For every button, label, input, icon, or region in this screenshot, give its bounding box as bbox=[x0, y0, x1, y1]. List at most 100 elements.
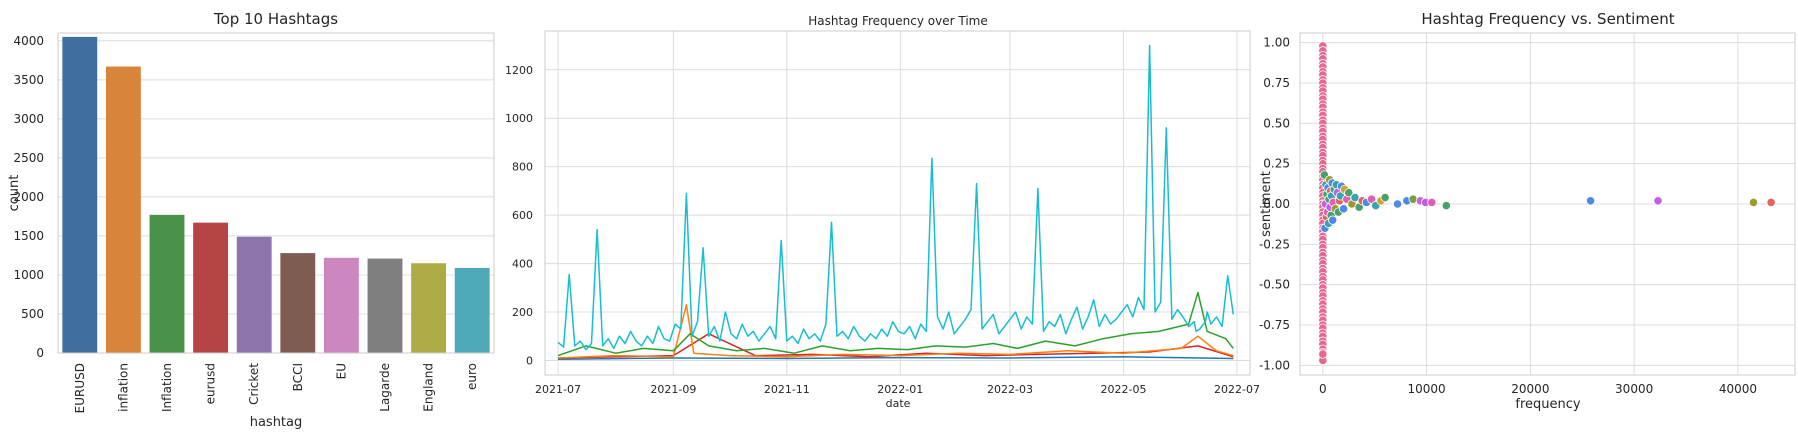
bar-chart-x-tick-label: euro bbox=[465, 363, 479, 390]
bar-chart-x-tick-label: BCCI bbox=[291, 363, 305, 391]
scatter-chart-x-ticks: 0 10000 20000 30000 40000 bbox=[1319, 382, 1757, 396]
line-chart-frame bbox=[544, 30, 1251, 376]
scatter-point bbox=[1328, 215, 1338, 225]
bar-chart-x-tick-label: Lagarde bbox=[378, 363, 392, 412]
line-chart-title: Hashtag Frequency over Time bbox=[808, 14, 987, 28]
bar-chart-y-label: count bbox=[7, 175, 22, 212]
scatter-point bbox=[1344, 188, 1354, 198]
bar-chart-y-tick-label: 2000 bbox=[13, 190, 44, 204]
bar-euro bbox=[454, 267, 490, 353]
scatter-point bbox=[1318, 349, 1328, 359]
bar-chart-x-tick-label: inflation bbox=[116, 363, 130, 412]
scatter-point bbox=[1380, 192, 1390, 203]
line-series bbox=[557, 303, 1234, 359]
bar-chart-x-ticks: EURUSD inflation Inflation eurusd Cricket BCC… bbox=[73, 363, 479, 414]
scatter-chart-y-tick-label: 0.75 bbox=[1263, 76, 1290, 90]
bar-eurusd bbox=[193, 222, 229, 353]
scatter-chart-x-tick-label: 10000 bbox=[1408, 382, 1446, 396]
bar-chart-y-tick-label: 4000 bbox=[13, 34, 44, 48]
line-chart-x-tick-label: 2021-09 bbox=[650, 383, 696, 396]
scatter-chart-x-label: frequency bbox=[1515, 397, 1581, 412]
bar-chart-y-tick-label: 3500 bbox=[13, 73, 44, 87]
bar-chart-x-tick-label: EURUSD bbox=[73, 363, 87, 413]
line-chart-y-ticks: 0 200 400 600 800 1000 1200 bbox=[505, 64, 533, 368]
line-chart-x-tick-label: 2021-11 bbox=[764, 383, 810, 396]
bar-chart-x-label: hashtag bbox=[250, 415, 303, 430]
bar-chart-y-tick-label: 1500 bbox=[13, 229, 44, 243]
bar-EURUSD bbox=[62, 36, 98, 354]
line-chart-y-tick-label: 0 bbox=[526, 354, 533, 367]
bar-chart-x-tick-label: EU bbox=[334, 363, 348, 379]
scatter-chart-frame bbox=[1299, 32, 1796, 376]
bar-Cricket bbox=[236, 236, 272, 353]
line-chart-frequency-over-time: Hashtag Frequency over Time 0 200 400 600 80… bbox=[505, 14, 1260, 410]
line-chart-x-tick-label: 2022-01 bbox=[877, 383, 923, 396]
scatter-chart-y-tick-label: 0.00 bbox=[1263, 197, 1290, 211]
bar-Lagarde bbox=[367, 258, 403, 353]
scatter-point bbox=[1766, 197, 1776, 207]
scatter-chart-x-tick-label: 20000 bbox=[1511, 382, 1549, 396]
scatter-chart-frequency-vs-sentiment: Hashtag Frequency vs. Sentiment -1.00 -0.… bbox=[1259, 10, 1796, 412]
scatter-chart-y-tick-label: 1.00 bbox=[1263, 36, 1290, 50]
bar-chart-x-tick-label: Cricket bbox=[247, 363, 261, 405]
bar-chart-x-tick-label: England bbox=[422, 363, 436, 412]
scatter-chart-x-tick-label: 0 bbox=[1319, 382, 1327, 396]
scatter-chart-x-tick-label: 30000 bbox=[1615, 382, 1653, 396]
scatter-point bbox=[1427, 197, 1437, 207]
scatter-chart-points bbox=[1318, 41, 1776, 366]
bar-chart-bars bbox=[62, 36, 490, 354]
line-chart-y-tick-label: 600 bbox=[512, 209, 533, 222]
scatter-chart-y-tick-label: -1.00 bbox=[1259, 358, 1290, 372]
line-chart-y-tick-label: 1200 bbox=[505, 64, 533, 77]
scatter-point bbox=[1338, 204, 1349, 214]
scatter-chart-gridlines bbox=[1300, 33, 1795, 375]
line-chart-y-tick-label: 800 bbox=[512, 161, 533, 174]
scatter-point bbox=[1392, 199, 1403, 209]
bar-chart-y-tick-label: 3000 bbox=[13, 112, 44, 126]
bar-BCCI bbox=[280, 253, 316, 353]
line-chart-y-tick-label: 200 bbox=[512, 306, 533, 319]
line-series bbox=[557, 333, 1234, 359]
bar-chart-y-tick-label: 0 bbox=[36, 346, 44, 360]
bar-chart-x-tick-label: Inflation bbox=[160, 363, 174, 412]
bar-EU bbox=[323, 257, 359, 353]
scatter-point bbox=[1585, 196, 1596, 206]
scatter-chart-y-tick-label: -0.75 bbox=[1259, 318, 1290, 332]
line-chart-x-tick-label: 2021-07 bbox=[535, 383, 581, 396]
line-chart-y-tick-label: 1000 bbox=[505, 112, 533, 125]
bar-chart-y-tick-label: 1000 bbox=[13, 268, 44, 282]
line-chart-x-tick-label: 2022-03 bbox=[987, 383, 1033, 396]
scatter-chart-y-label: sentiment bbox=[1259, 171, 1274, 237]
bar-England bbox=[411, 263, 447, 353]
scatter-chart-y-tick-label: 0.25 bbox=[1263, 157, 1290, 171]
line-chart-x-ticks: 2021-07 2021-09 2021-11 2022-01 2022-03 2022-… bbox=[535, 383, 1260, 396]
scatter-chart-y-tick-label: -0.50 bbox=[1259, 278, 1290, 292]
bar-chart-y-ticks: 0 500 1000 1500 2000 2500 3000 3500 4000 bbox=[13, 34, 44, 360]
bar-chart-y-tick-label: 2500 bbox=[13, 151, 44, 165]
line-chart-x-tick-label: 2022-07 bbox=[1214, 383, 1260, 396]
scatter-point bbox=[1653, 196, 1663, 206]
line-series bbox=[557, 44, 1235, 351]
bar-chart-x-tick-label: eurusd bbox=[204, 363, 218, 404]
scatter-chart-x-tick-label: 40000 bbox=[1719, 382, 1757, 396]
line-series bbox=[557, 356, 1234, 361]
bar-Inflation bbox=[149, 214, 185, 353]
bar-chart-title: Top 10 Hashtags bbox=[213, 10, 338, 28]
bar-inflation bbox=[105, 66, 141, 353]
scatter-chart-y-ticks: -1.00 -0.75 -0.50 -0.25 0.00 0.25 0.50 0.75 1.00 bbox=[1259, 36, 1290, 373]
bar-chart-top-hashtags: Top 10 Hashtags 0 500 1000 1500 2000 2500 3000… bbox=[7, 10, 495, 430]
bar-chart-frame bbox=[57, 32, 495, 354]
line-chart-x-tick-label: 2022-05 bbox=[1101, 383, 1147, 396]
line-chart-x-label: date bbox=[886, 397, 911, 410]
bar-chart-y-tick-label: 500 bbox=[21, 307, 44, 321]
line-chart-gridlines bbox=[545, 31, 1250, 375]
line-series bbox=[557, 291, 1234, 357]
line-chart-y-tick-label: 400 bbox=[512, 258, 533, 271]
line-chart-series bbox=[557, 44, 1235, 361]
scatter-point bbox=[1748, 197, 1759, 207]
scatter-point bbox=[1367, 194, 1377, 204]
scatter-point bbox=[1441, 201, 1451, 211]
scatter-chart-title: Hashtag Frequency vs. Sentiment bbox=[1421, 10, 1674, 28]
scatter-chart-y-tick-label: 0.50 bbox=[1263, 116, 1290, 130]
